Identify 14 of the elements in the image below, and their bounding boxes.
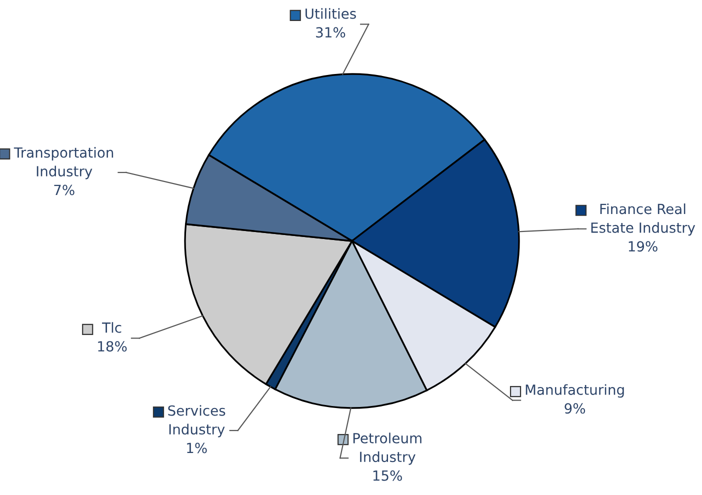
legend-label: Transportation Industry [14, 147, 114, 180]
legend-label: Utilities [306, 8, 356, 19]
legend-label: Manufacturing [526, 384, 624, 398]
legend-label: Services Industry [168, 405, 226, 438]
data-label: 19% [628, 241, 658, 252]
legend-label: Finance Real Estate Industry [591, 203, 696, 236]
data-label: 18% [98, 341, 127, 352]
data-label: 9% [564, 403, 586, 414]
legend-label: Tlc [102, 322, 122, 333]
data-label: 15% [373, 470, 402, 481]
legend-label: Petroleum Industry [353, 432, 422, 465]
data-label: 1% [187, 442, 207, 454]
data-label: 7% [54, 184, 74, 196]
data-label: 31% [316, 27, 346, 38]
